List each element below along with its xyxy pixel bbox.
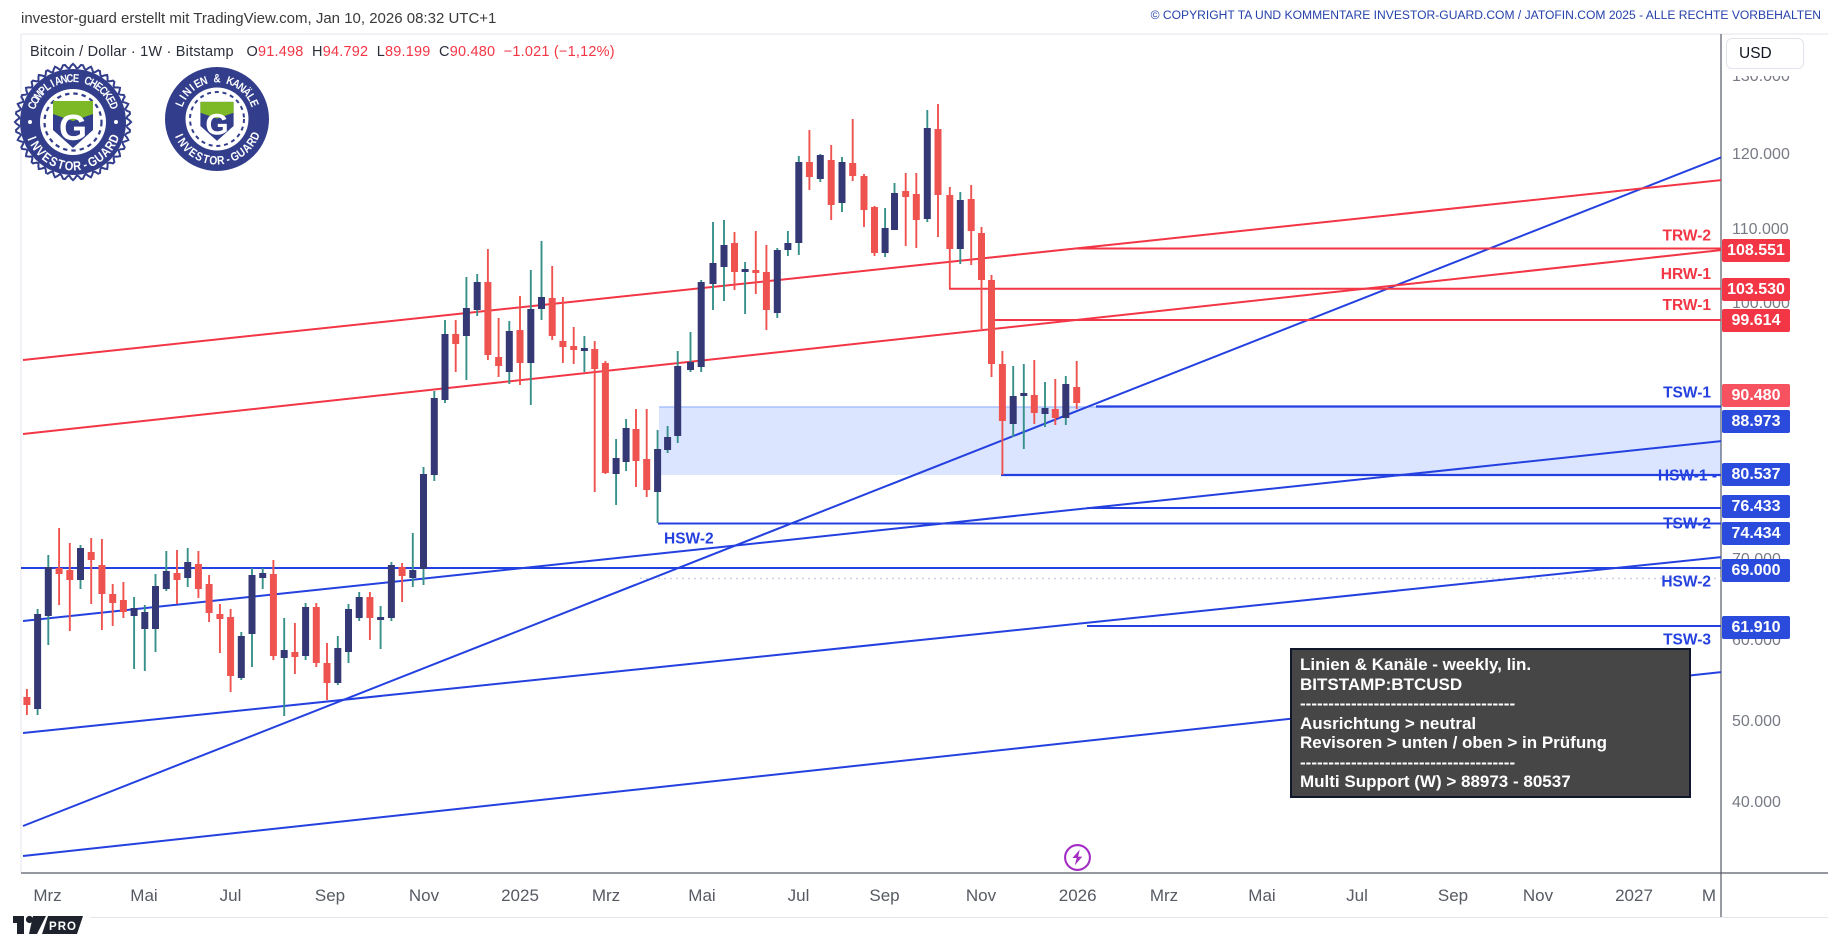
svg-text:N: N <box>59 73 68 87</box>
svg-text:K: K <box>225 74 236 89</box>
svg-text:D: D <box>248 130 263 142</box>
svg-text:C: C <box>25 100 40 112</box>
svg-text:R: R <box>72 158 82 174</box>
svg-text:G: G <box>205 108 228 141</box>
svg-text:-: - <box>225 153 232 166</box>
svg-text:D: D <box>106 100 121 112</box>
svg-text:O: O <box>209 154 218 168</box>
svg-text:PRO: PRO <box>49 921 77 933</box>
svg-text:C: C <box>66 72 74 86</box>
svg-text:&: & <box>213 73 220 86</box>
svg-text:HRW-1: HRW-1 <box>1661 266 1712 283</box>
svg-text:-: - <box>81 157 89 173</box>
svg-text:I: I <box>177 93 189 102</box>
svg-text:TSW-1: TSW-1 <box>1663 385 1711 402</box>
svg-text:R: R <box>216 154 224 168</box>
svg-text:T: T <box>201 153 211 167</box>
svg-text:TSW-2: TSW-2 <box>1663 516 1711 533</box>
svg-text:I: I <box>172 132 185 140</box>
svg-text:A: A <box>53 74 64 89</box>
svg-text:T: T <box>56 156 67 173</box>
svg-text:HSW-2: HSW-2 <box>664 531 714 548</box>
svg-text:TRW-1: TRW-1 <box>1663 297 1712 314</box>
svg-text:I: I <box>187 82 197 94</box>
svg-text:S: S <box>193 150 205 165</box>
svg-text:I: I <box>48 77 57 90</box>
svg-text:TRW-2: TRW-2 <box>1663 228 1711 245</box>
svg-text:C: C <box>82 74 93 89</box>
svg-text:E: E <box>246 98 260 109</box>
svg-text:HSW-2: HSW-2 <box>1661 574 1711 591</box>
svg-text:E: E <box>192 77 204 91</box>
svg-text:G: G <box>59 107 87 148</box>
svg-text:TSW-3: TSW-3 <box>1663 632 1711 649</box>
svg-text:N: N <box>198 74 209 89</box>
svg-text:O: O <box>64 158 74 174</box>
svg-text:E: E <box>72 72 79 86</box>
svg-text:HSW-1 -: HSW-1 - <box>1658 468 1717 485</box>
svg-text:L: L <box>173 98 187 109</box>
svg-text:I: I <box>24 134 39 143</box>
